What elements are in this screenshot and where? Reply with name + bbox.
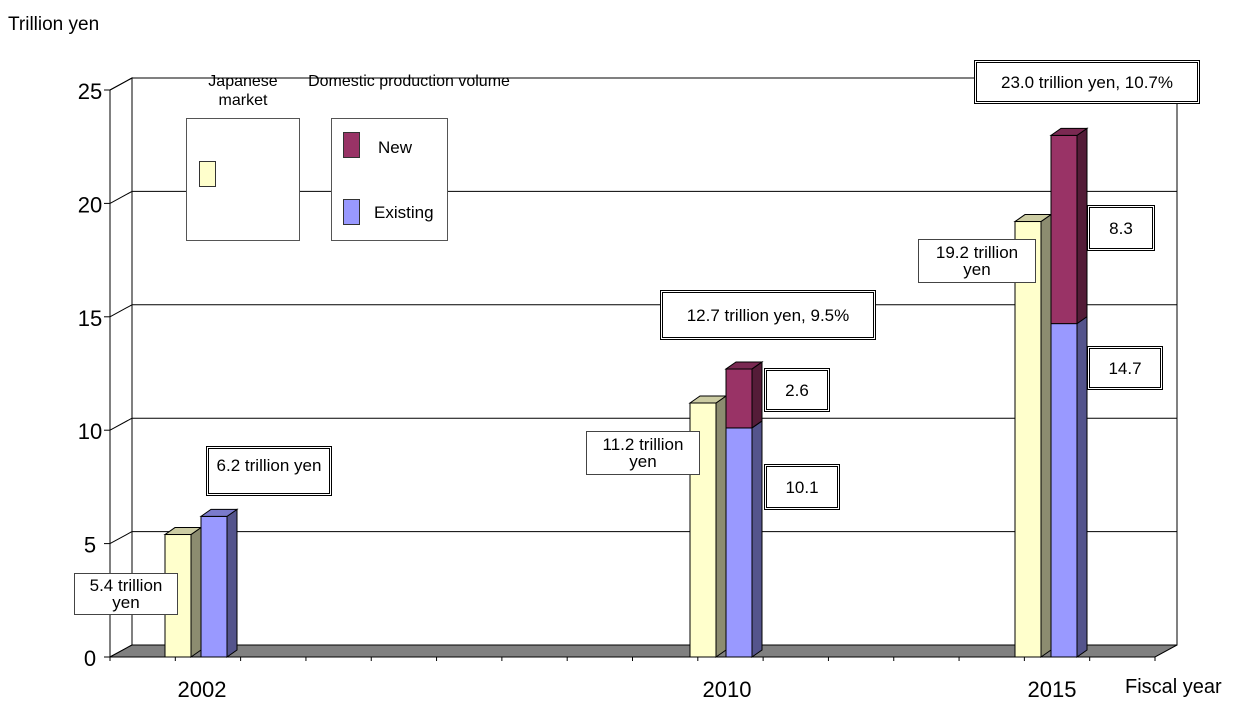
bar-market-2002-side xyxy=(190,526,202,658)
chart-side-wall xyxy=(109,77,133,658)
bar-existing-2010-side xyxy=(751,419,763,658)
total-label-2010: 12.7 trillion yen, 9.5% xyxy=(660,290,876,340)
y-axis-title: Trillion yen xyxy=(8,14,100,35)
market-label-2015: 19.2 trillion yen xyxy=(918,239,1036,283)
existing-label-2015: 14.7 xyxy=(1087,346,1163,390)
bar-existing-2002-top xyxy=(199,508,239,517)
bar-existing-2015 xyxy=(1050,323,1078,658)
bar-new-2015-side xyxy=(1076,127,1088,325)
gridline-side-4 xyxy=(109,190,133,204)
market-label-2002: 5.4 trillion yen xyxy=(74,573,178,615)
legend-existing-label: Existing xyxy=(374,203,434,222)
bar-market-2015 xyxy=(1014,221,1042,658)
bar-new-2010-side xyxy=(751,361,763,429)
total-label-2002: 6.2 trillion yen xyxy=(206,446,332,496)
legend-market-box xyxy=(186,118,300,241)
legend-new-label: New xyxy=(378,138,413,157)
x-tick-label-2015: 2015 xyxy=(1028,677,1077,702)
x-tick-label-2010: 2010 xyxy=(703,677,752,702)
bar-market-2010-side xyxy=(715,395,727,658)
y-tick-label-5: 25 xyxy=(78,79,102,104)
new-label-2010: 2.6 xyxy=(764,368,830,412)
legend-production-box: New Existing xyxy=(331,118,448,241)
y-tick-label-1: 5 xyxy=(84,533,96,558)
x-tick-label-2002: 2002 xyxy=(178,677,227,702)
y-tick-label-0: 0 xyxy=(84,646,96,671)
gridline-side-1 xyxy=(109,531,133,545)
bar-existing-2002-side xyxy=(226,508,238,658)
y-tick-label-3: 15 xyxy=(78,306,102,331)
bar-existing-2010 xyxy=(725,427,753,658)
bar-new-2010 xyxy=(725,368,753,429)
bar-market-2015-side xyxy=(1040,213,1052,658)
bar-existing-2015-side xyxy=(1076,315,1088,658)
y-tick-label-2: 10 xyxy=(78,419,102,444)
legend-production-title: Domestic production volume xyxy=(308,73,510,90)
legend-existing-swatch xyxy=(343,199,360,225)
legend-market-swatch xyxy=(199,161,216,187)
legend-market-title: Japanese market xyxy=(208,73,278,109)
new-label-2015: 8.3 xyxy=(1087,205,1155,251)
gridline-side-5 xyxy=(109,77,133,91)
bar-new-2015 xyxy=(1050,134,1078,325)
legend-new-swatch xyxy=(343,132,360,158)
bar-existing-2002 xyxy=(200,515,228,658)
gridline-side-2 xyxy=(109,417,133,431)
chart-back-wall xyxy=(131,77,1178,646)
bar-new-2015-top xyxy=(1049,127,1089,136)
y-tick-label-4: 20 xyxy=(78,192,102,217)
existing-label-2010: 10.1 xyxy=(764,464,840,510)
market-label-2010: 11.2 trillion yen xyxy=(586,431,700,475)
gridline-side-3 xyxy=(109,304,133,318)
x-axis-title: Fiscal year xyxy=(1125,676,1222,698)
total-label-2015: 23.0 trillion yen, 10.7% xyxy=(974,60,1200,104)
bar-new-2010-top xyxy=(724,361,764,370)
